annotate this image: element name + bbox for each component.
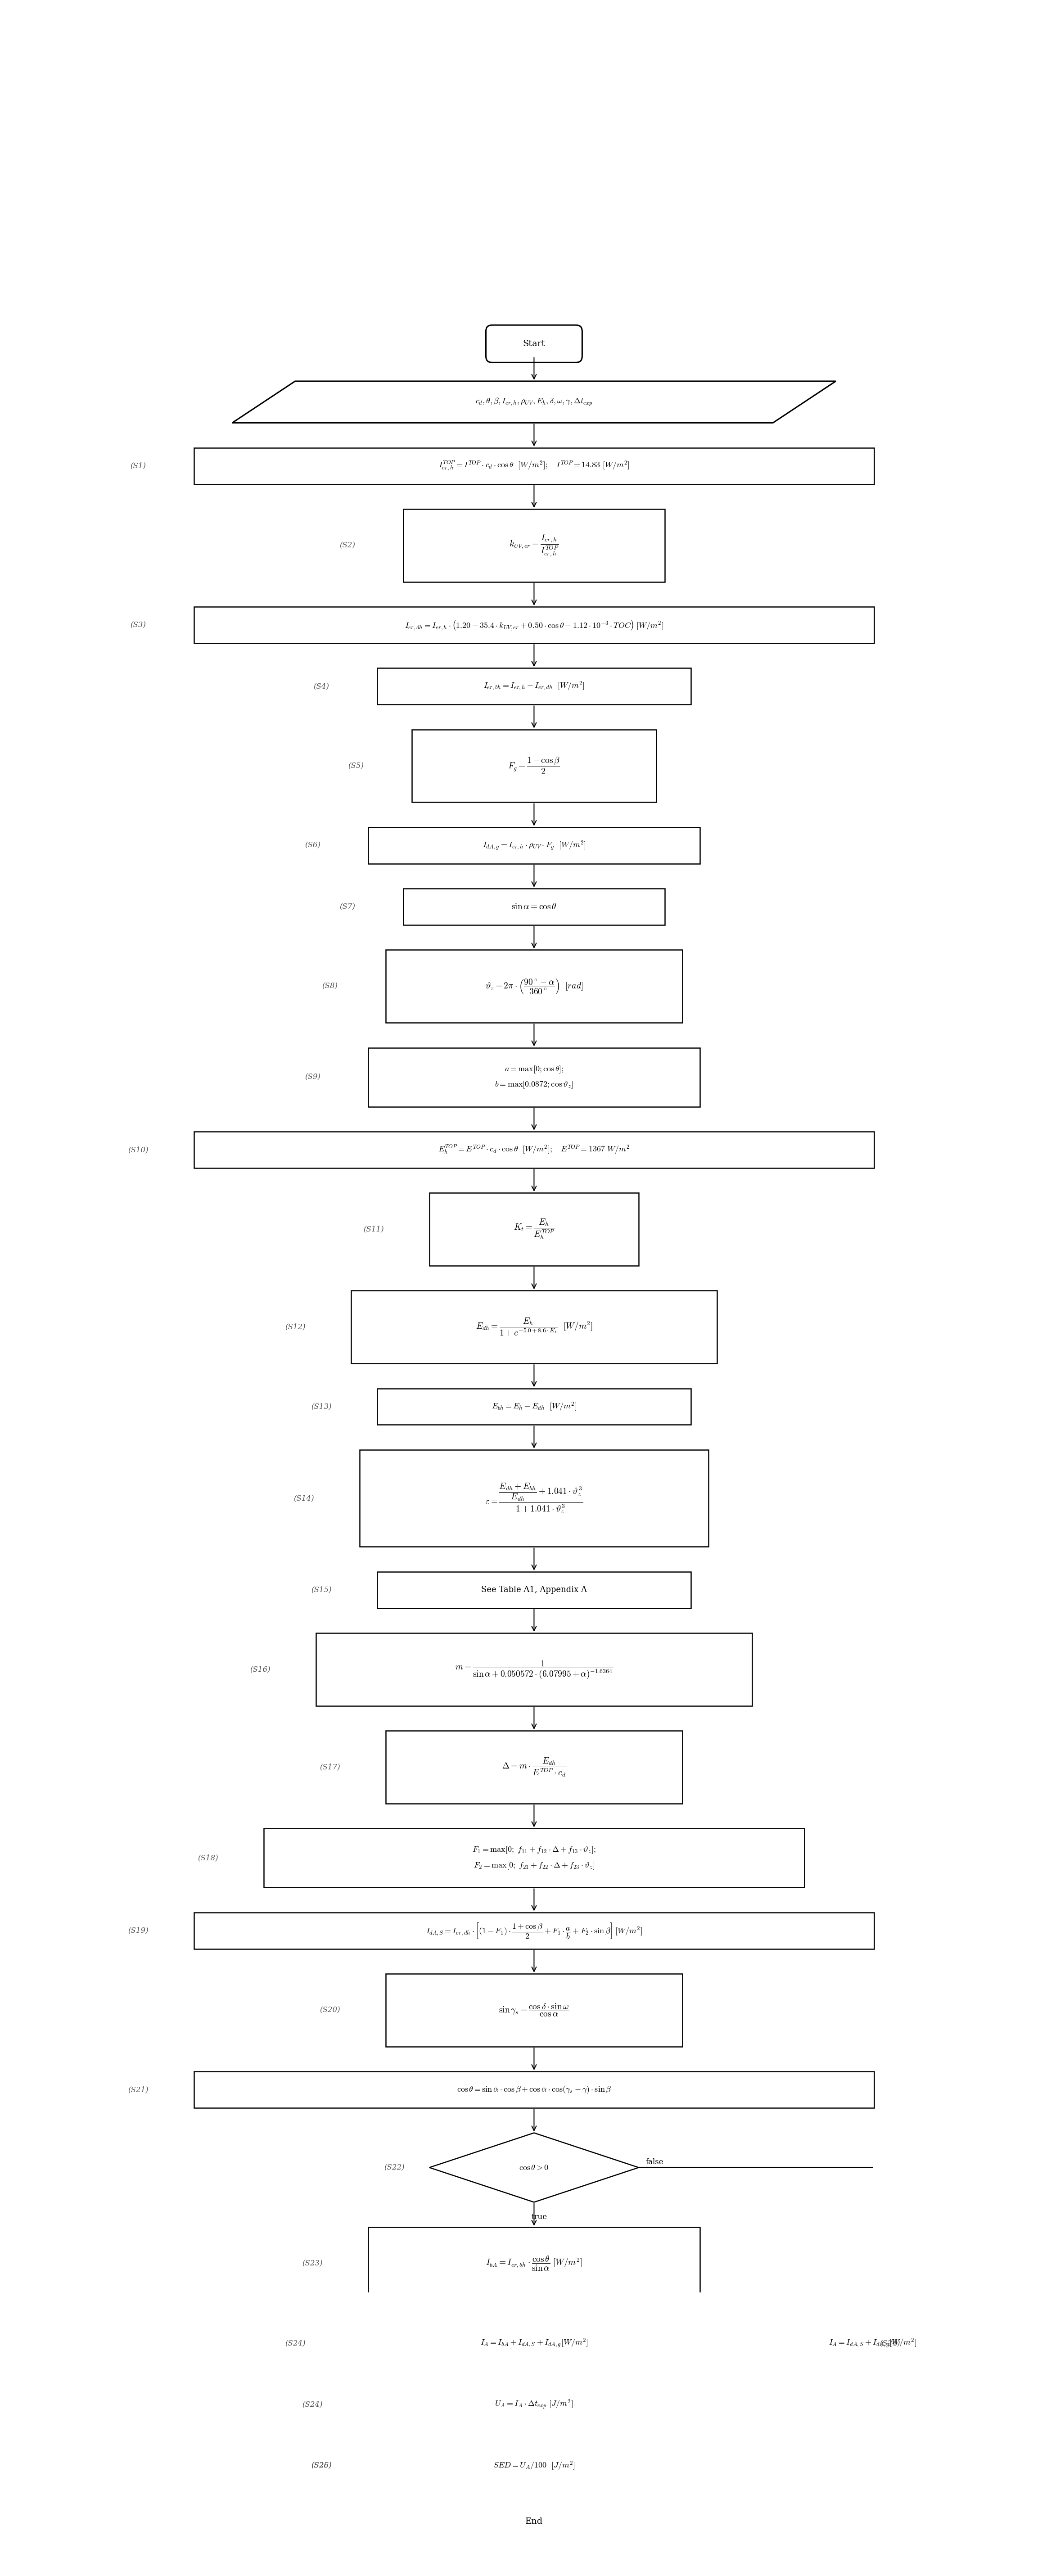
Text: $F_1 = \max[0; \ f_{11} + f_{12} \cdot \Delta + f_{13} \cdot \vartheta_z];$: $F_1 = \max[0; \ f_{11} + f_{12} \cdot \… <box>472 1844 596 1855</box>
FancyBboxPatch shape <box>386 1973 683 2045</box>
Text: $SED = U_A/100 \ \ [J/m^2]$: $SED = U_A/100 \ \ [J/m^2]$ <box>493 2460 575 2470</box>
Text: $c_d, \theta, \beta, I_{er,h}, \rho_{UV}, E_h, \delta, \omega, \gamma, \Delta t_: $c_d, \theta, \beta, I_{er,h}, \rho_{UV}… <box>475 397 593 407</box>
Text: (S12): (S12) <box>284 1324 305 1332</box>
Text: $I_{er,bh} = I_{er,h} - I_{er,dh} \ \ [W/m^2]$: $I_{er,bh} = I_{er,h} - I_{er,dh} \ \ [W… <box>483 680 585 693</box>
Text: $\Delta = m \cdot \dfrac{E_{dh}}{E^{TOP} \cdot c_d}$: $\Delta = m \cdot \dfrac{E_{dh}}{E^{TOP}… <box>502 1757 566 1777</box>
FancyBboxPatch shape <box>429 1193 639 1265</box>
Text: $E^{TOP}_h = E^{TOP} \cdot c_d \cdot \cos\theta \ \ [W/m^2]; \quad E^{TOP} = 136: $E^{TOP}_h = E^{TOP} \cdot c_d \cdot \co… <box>438 1144 630 1157</box>
Text: $\cos\theta > 0$: $\cos\theta > 0$ <box>519 2164 549 2172</box>
FancyBboxPatch shape <box>351 2326 717 2362</box>
Text: (S21): (S21) <box>128 2087 148 2094</box>
Text: (S20): (S20) <box>320 2007 341 2014</box>
Text: $E_{dh} = \dfrac{E_h}{1 + e^{-5.0 + 8.6 \cdot K_t}} \ \ [W/m^2]$: $E_{dh} = \dfrac{E_h}{1 + e^{-5.0 + 8.6 … <box>475 1316 593 1337</box>
Text: (S24): (S24) <box>302 2401 323 2409</box>
FancyBboxPatch shape <box>351 1291 717 1363</box>
FancyBboxPatch shape <box>194 448 874 484</box>
FancyBboxPatch shape <box>316 1633 752 1705</box>
Text: (S5): (S5) <box>348 762 364 770</box>
Text: true: true <box>531 2213 547 2221</box>
FancyBboxPatch shape <box>377 1388 691 1425</box>
FancyBboxPatch shape <box>368 2385 700 2421</box>
FancyBboxPatch shape <box>264 1829 804 1888</box>
Text: (S3): (S3) <box>130 621 146 629</box>
FancyBboxPatch shape <box>377 1571 691 1607</box>
Text: (S15): (S15) <box>311 1587 331 1595</box>
Text: $K_t = \dfrac{E_h}{E^{TOP}_h}$: $K_t = \dfrac{E_h}{E^{TOP}_h}$ <box>514 1218 554 1242</box>
Text: (S4): (S4) <box>314 683 329 690</box>
Text: $I_{er,dh} = I_{er,h} \cdot \left(1.20 - 35.4 \cdot k_{UV,er} + 0.50 \cdot \cos\: $I_{er,dh} = I_{er,h} \cdot \left(1.20 -… <box>404 618 664 631</box>
Text: $k_{UV,er} = \dfrac{I_{er,h}}{I^{TOP}_{er,h}}$: $k_{UV,er} = \dfrac{I_{er,h}}{I^{TOP}_{e… <box>510 533 559 559</box>
Text: $a = \max[0; \cos\theta];$: $a = \max[0; \cos\theta];$ <box>504 1064 564 1074</box>
Text: (S25): (S25) <box>311 2463 331 2470</box>
Polygon shape <box>429 2133 639 2202</box>
Text: $\sin\gamma_s = \dfrac{\cos\delta \cdot \sin\omega}{\cos\alpha}$: $\sin\gamma_s = \dfrac{\cos\delta \cdot … <box>499 2002 569 2017</box>
Text: $F_g = \dfrac{1 - \cos\beta}{2}$: $F_g = \dfrac{1 - \cos\beta}{2}$ <box>507 757 561 775</box>
Text: (S9): (S9) <box>304 1074 320 1082</box>
Text: $I_A = I_{dA,S} + I_{dA,g}[W/m^2]$: $I_A = I_{dA,S} + I_{dA,g}[W/m^2]$ <box>828 2336 916 2349</box>
Text: (S17): (S17) <box>320 1765 341 1772</box>
FancyBboxPatch shape <box>403 510 665 582</box>
FancyBboxPatch shape <box>377 667 691 706</box>
Text: $I_{dA,S} = I_{er,dh} \cdot \left[(1 - F_1) \cdot \dfrac{1 + \cos\beta}{2} + F_1: $I_{dA,S} = I_{er,dh} \cdot \left[(1 - F… <box>426 1922 642 1940</box>
Text: $\sin\alpha = \cos\theta$: $\sin\alpha = \cos\theta$ <box>512 902 556 912</box>
Text: (S24): (S24) <box>879 2339 900 2347</box>
Text: (S1): (S1) <box>130 461 146 469</box>
FancyBboxPatch shape <box>377 2447 691 2483</box>
FancyBboxPatch shape <box>742 2326 1003 2362</box>
Text: See Table A1, Appendix A: See Table A1, Appendix A <box>481 1587 587 1595</box>
Text: $I_{bA} = I_{er,bh} \cdot \dfrac{\cos\theta}{\sin\alpha} \ [W/m^2]$: $I_{bA} = I_{er,bh} \cdot \dfrac{\cos\th… <box>486 2254 582 2272</box>
Text: $\vartheta_z = 2\pi \cdot \left(\dfrac{90^\circ - \alpha}{360^\circ}\right) \ \ : $\vartheta_z = 2\pi \cdot \left(\dfrac{9… <box>486 976 582 994</box>
FancyBboxPatch shape <box>386 1731 683 1803</box>
Text: (S2): (S2) <box>340 541 355 549</box>
FancyBboxPatch shape <box>386 951 683 1023</box>
Text: (S18): (S18) <box>198 1855 218 1862</box>
Text: (S23): (S23) <box>302 2259 323 2267</box>
FancyBboxPatch shape <box>194 1131 874 1167</box>
FancyBboxPatch shape <box>486 2504 582 2540</box>
Text: End: End <box>525 2517 543 2524</box>
FancyBboxPatch shape <box>368 2228 700 2300</box>
FancyBboxPatch shape <box>412 729 656 801</box>
Text: $b = \max[0.0872; \cos\vartheta_z]$: $b = \max[0.0872; \cos\vartheta_z]$ <box>495 1079 573 1090</box>
Text: (S13): (S13) <box>311 1404 331 1412</box>
FancyBboxPatch shape <box>194 1911 874 1950</box>
Text: (S6): (S6) <box>304 842 320 850</box>
Text: Start: Start <box>523 340 545 348</box>
Text: (S14): (S14) <box>294 1494 314 1502</box>
Text: (S11): (S11) <box>364 1226 383 1234</box>
Text: $I_A = I_{bA} + I_{dA,S} + I_{dA,g}[W/m^2]$: $I_A = I_{bA} + I_{dA,S} + I_{dA,g}[W/m^… <box>480 2336 588 2349</box>
Text: false: false <box>646 2159 664 2166</box>
FancyBboxPatch shape <box>368 827 700 863</box>
FancyBboxPatch shape <box>403 889 665 925</box>
Text: (S16): (S16) <box>250 1667 271 1674</box>
Text: (S10): (S10) <box>128 1146 148 1154</box>
FancyBboxPatch shape <box>359 1450 709 1546</box>
Text: (S26): (S26) <box>311 2463 331 2470</box>
Text: $E_{bh} = E_h - E_{dh} \ \ [W/m^2]$: $E_{bh} = E_h - E_{dh} \ \ [W/m^2]$ <box>492 1401 576 1412</box>
Text: $\cos\theta = \sin\alpha \cdot \cos\beta + \cos\alpha \cdot \cos(\gamma_s - \gam: $\cos\theta = \sin\alpha \cdot \cos\beta… <box>456 2084 612 2094</box>
FancyBboxPatch shape <box>486 325 582 363</box>
FancyBboxPatch shape <box>194 608 874 644</box>
Polygon shape <box>232 381 836 422</box>
FancyBboxPatch shape <box>194 2071 874 2107</box>
Text: $I^{TOP}_{er,h} = I^{TOP} \cdot c_d \cdot \cos\theta \ \ [W/m^2]; \quad I^{TOP} : $I^{TOP}_{er,h} = I^{TOP} \cdot c_d \cdo… <box>439 459 629 471</box>
Text: $\varepsilon = \dfrac{\dfrac{E_{dh} + E_{bh}}{E_{dh}} + 1.041 \cdot \vartheta_z^: $\varepsilon = \dfrac{\dfrac{E_{dh} + E_… <box>486 1481 582 1515</box>
Text: (S8): (S8) <box>322 981 338 989</box>
Text: $I_{dA,g} = I_{er,h} \cdot \rho_{UV} \cdot F_g \ \ [W/m^2]$: $I_{dA,g} = I_{er,h} \cdot \rho_{UV} \cd… <box>482 840 586 853</box>
Text: (S7): (S7) <box>340 904 355 912</box>
FancyBboxPatch shape <box>368 1048 700 1108</box>
Text: $m = \dfrac{1}{\sin\alpha + 0.050572 \cdot (6.07995 + \alpha)^{-1.6364}}$: $m = \dfrac{1}{\sin\alpha + 0.050572 \cd… <box>455 1659 613 1680</box>
Text: (S19): (S19) <box>128 1927 148 1935</box>
Text: $U_A = I_A \cdot \Delta t_{exp} \ [J/m^2]$: $U_A = I_A \cdot \Delta t_{exp} \ [J/m^2… <box>495 2398 573 2411</box>
Text: (S24): (S24) <box>284 2339 305 2347</box>
Text: $F_2 = \max[0; \ f_{21} + f_{22} \cdot \Delta + f_{23} \cdot \vartheta_z]$: $F_2 = \max[0; \ f_{21} + f_{22} \cdot \… <box>473 1860 595 1870</box>
Text: (S22): (S22) <box>384 2164 404 2172</box>
